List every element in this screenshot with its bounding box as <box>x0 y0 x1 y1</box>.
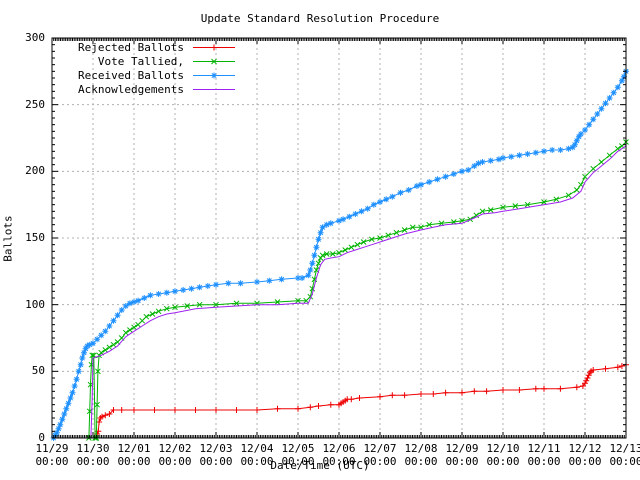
y-tick-label: 50 <box>31 364 45 378</box>
x-tick-label: 12/04 <box>240 442 274 455</box>
x-tick-label: 00:00 <box>363 455 397 468</box>
legend-key-sample <box>193 88 235 90</box>
y-tick-label: 300 <box>25 31 45 44</box>
x-tick-label: 12/06 <box>322 442 356 455</box>
series-markers-cross <box>86 139 629 441</box>
x-tick-label: 12/11 <box>527 442 561 455</box>
legend-label: Rejected Ballots <box>78 40 184 54</box>
legend-key-sample <box>193 72 235 78</box>
x-tick-label: 00:00 <box>322 455 356 468</box>
x-tick-label: 00:00 <box>240 455 274 468</box>
y-tick-label: 250 <box>25 97 45 111</box>
legend-item: Rejected Ballots <box>54 40 237 54</box>
series-markers-plus <box>94 361 629 437</box>
legend-label: Received Ballots <box>78 68 184 82</box>
x-tick-label: 00:00 <box>281 455 315 468</box>
legend-key-sample <box>193 58 235 64</box>
x-tick-label: 00:00 <box>404 455 438 468</box>
x-tick-label: 00:00 <box>158 455 192 468</box>
x-tick-label: 00:00 <box>445 455 479 468</box>
x-tick-label: 12/07 <box>363 442 397 455</box>
series-line-acknowledgements <box>56 145 627 439</box>
x-tick-label: 11/30 <box>76 442 110 455</box>
x-tick-label: 00:00 <box>486 455 520 468</box>
x-tick-label: 00:00 <box>117 455 151 468</box>
legend-label: Acknowledgements <box>78 82 184 96</box>
x-tick-label: 00:00 <box>199 455 233 468</box>
legend-item: Vote Tallied, <box>54 54 237 68</box>
x-axis-label: Date/Time (UTC) <box>270 459 370 472</box>
legend-label: Vote Tallied, <box>97 54 184 68</box>
series-markers-star <box>50 68 629 441</box>
legend-item: Received Ballots <box>54 68 237 82</box>
y-tick-label: 150 <box>25 231 45 244</box>
legend-key-sample <box>193 44 235 50</box>
x-tick-label: 12/05 <box>281 442 315 455</box>
x-tick-label: 12/12 <box>568 442 602 455</box>
y-tick-label: 100 <box>25 297 45 311</box>
chart-title: Update Standard Resolution Procedure <box>200 12 440 25</box>
y-tick-label: 0 <box>38 431 45 444</box>
x-tick-label: 00:00 <box>76 455 110 468</box>
x-tick-label: 11/29 <box>35 442 69 455</box>
x-tick-label: 00:00 <box>527 455 561 468</box>
legend-item: Acknowledgements <box>54 82 237 96</box>
series-line-vote-tallied <box>88 141 627 439</box>
x-tick-label: 12/09 <box>445 442 479 455</box>
x-tick-label: 12/03 <box>199 442 233 455</box>
x-tick-label: 12/13 <box>609 442 640 455</box>
x-tick-label: 12/01 <box>117 442 151 455</box>
x-tick-label: 00:00 <box>35 455 69 468</box>
legend: Rejected Ballots Vote Tallied, Received Ba… <box>54 40 237 96</box>
series-line-rejected-ballots <box>96 364 627 435</box>
x-tick-label: 00:00 <box>568 455 602 468</box>
series-line-received-ballots <box>53 71 627 439</box>
y-tick-label: 200 <box>25 164 45 178</box>
x-tick-label: 12/10 <box>486 442 520 455</box>
x-tick-label: 12/08 <box>404 442 438 455</box>
x-tick-label: 12/02 <box>158 442 192 455</box>
x-tick-label: 00:00 <box>609 455 640 468</box>
